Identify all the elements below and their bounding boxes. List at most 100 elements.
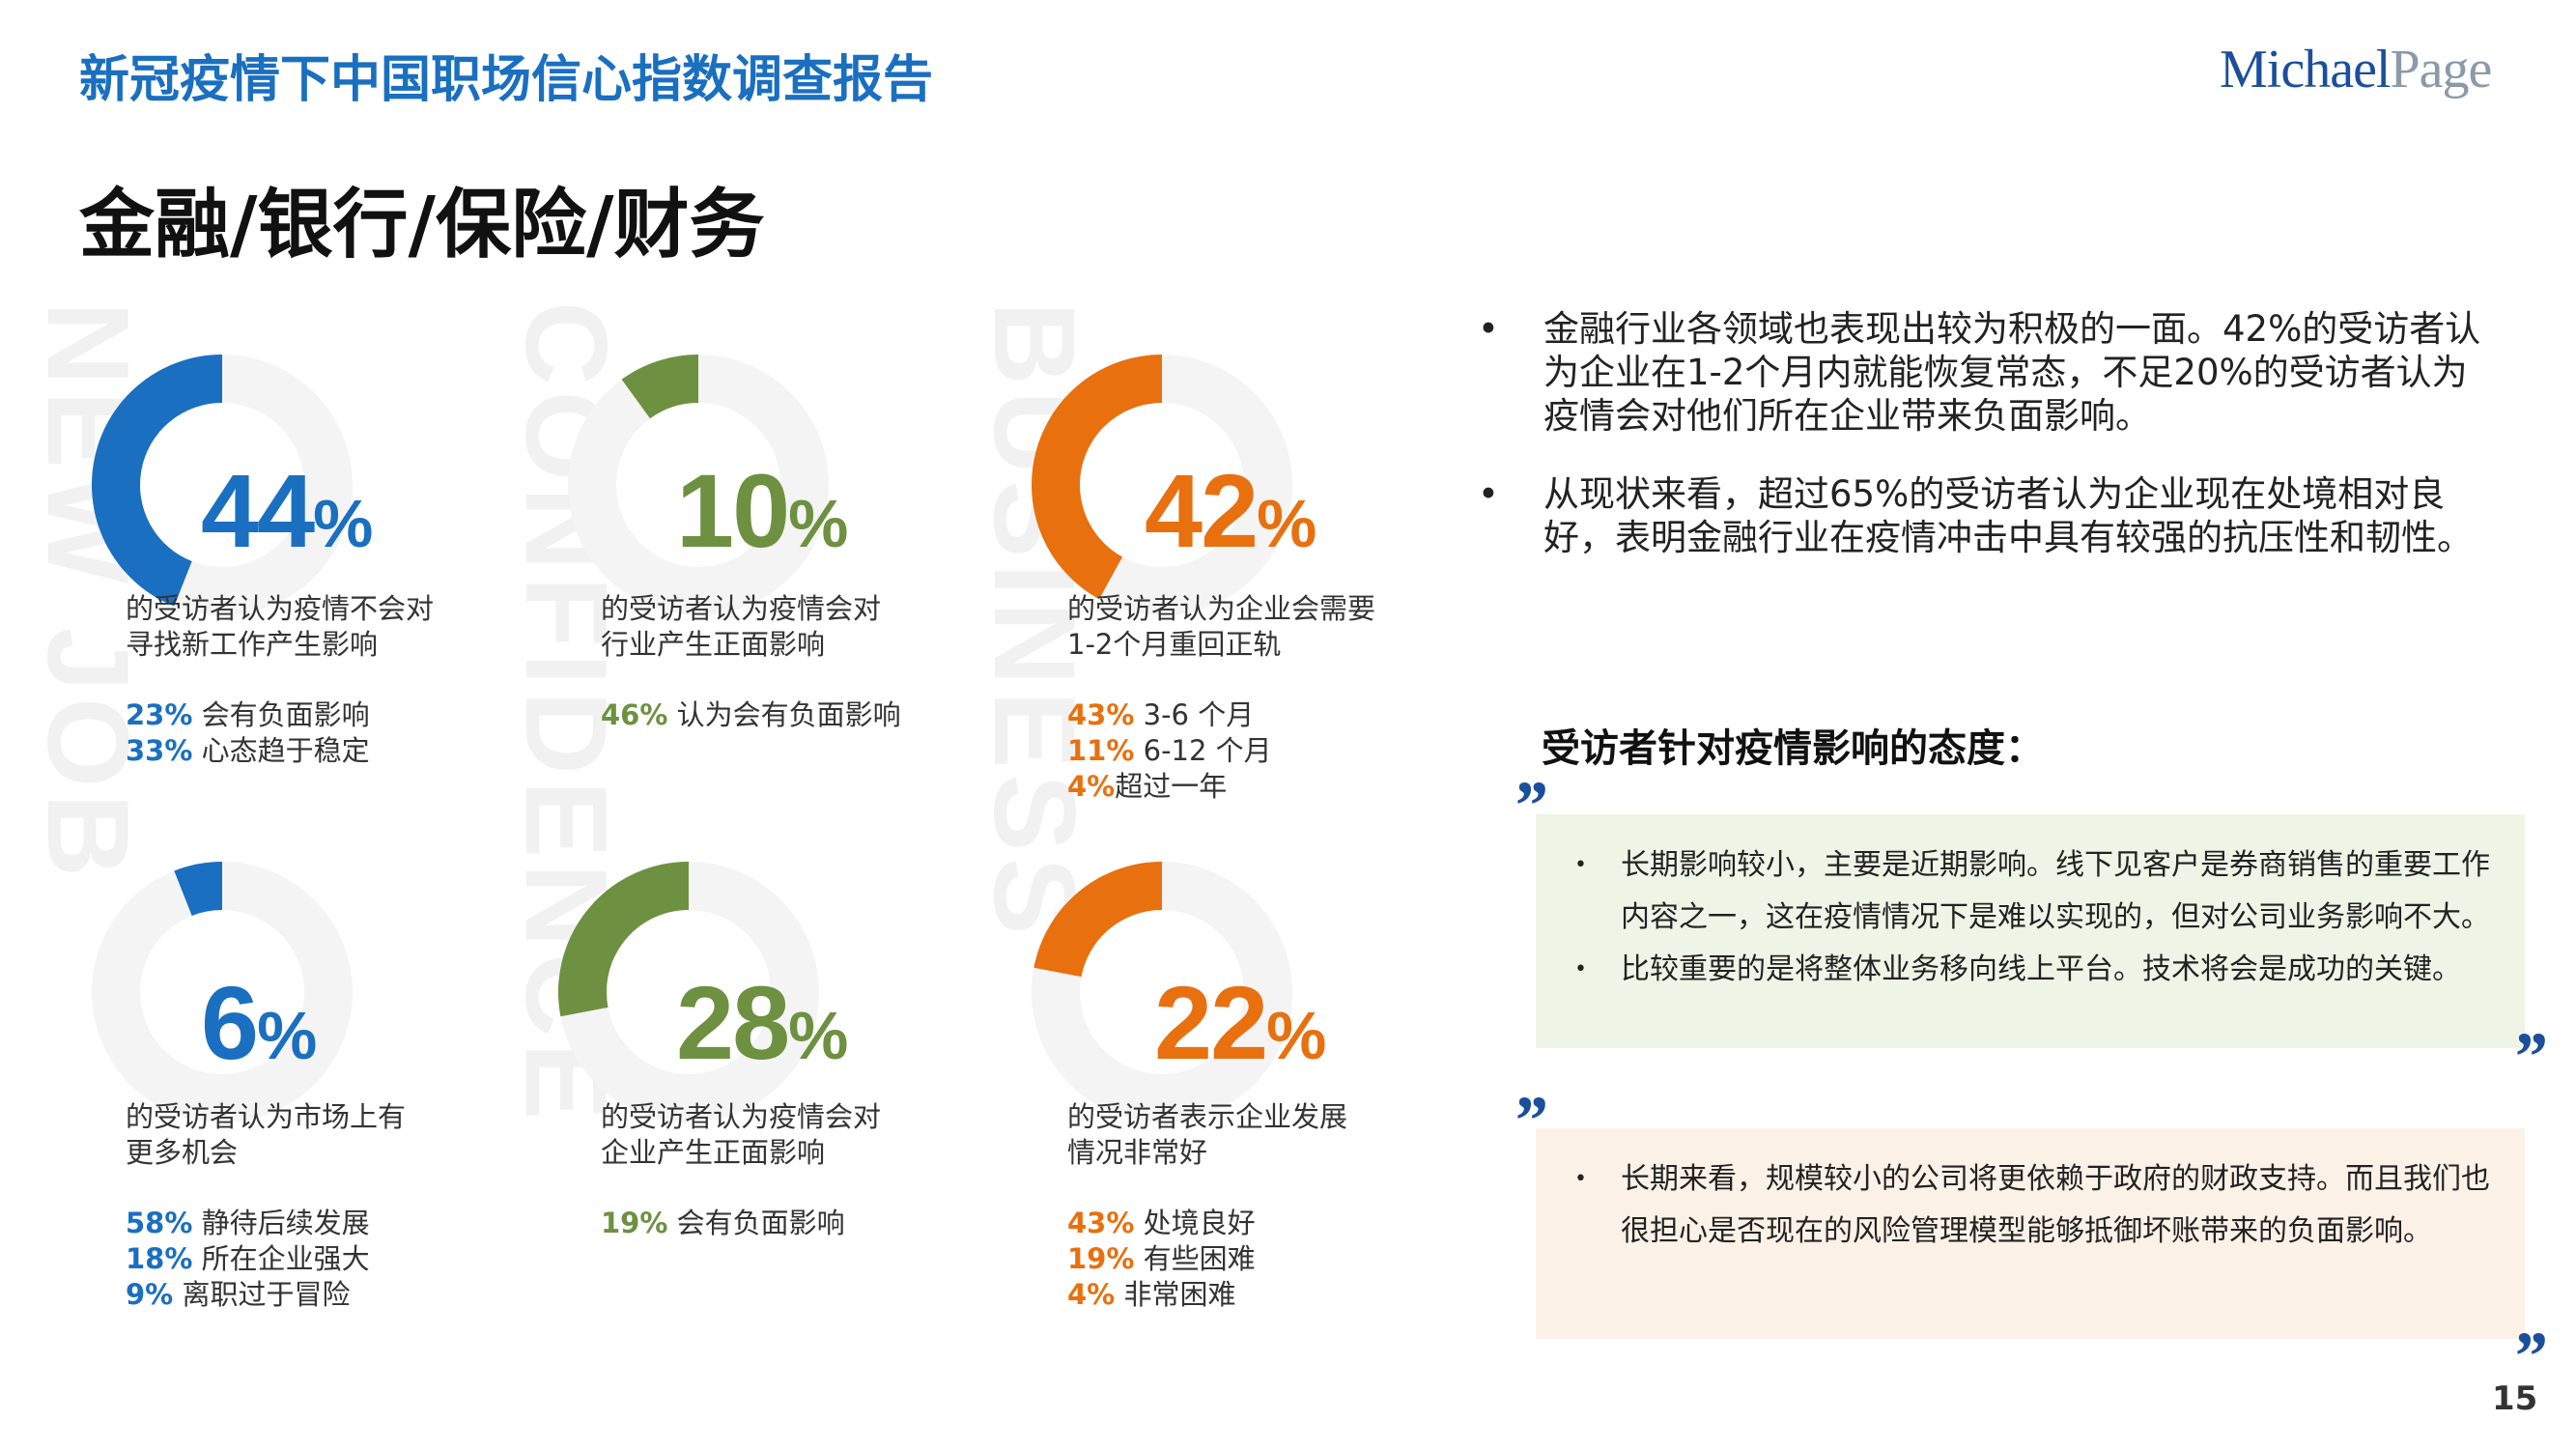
attitude-heading: 受访者针对疫情影响的态度： bbox=[1542, 726, 2044, 771]
page-number: 15 bbox=[2492, 1379, 2538, 1418]
stat-description: 的受访者认为市场上有 更多机会 bbox=[126, 1099, 493, 1171]
detail-percent: 18% bbox=[126, 1242, 193, 1275]
stat-percentage: 44% bbox=[201, 459, 373, 563]
stat-description-line: 1-2个月重回正轨 bbox=[1067, 628, 1282, 661]
detail-text: 3-6 个月 bbox=[1134, 698, 1255, 731]
stat-description-line: 情况非常好 bbox=[1067, 1136, 1208, 1169]
summary-bullet: • 金融行业各领域也表现出较为积极的一面。42%的受访者认为企业在1-2个月内就… bbox=[1478, 307, 2502, 438]
stat-details: 43% 3-6 个月 11% 6-12 个月 4%超过一年 bbox=[1067, 697, 1272, 805]
stat-description-line: 企业产生正面影响 bbox=[601, 1136, 826, 1169]
stat-description-line: 行业产生正面影响 bbox=[601, 628, 826, 661]
donut-arc bbox=[558, 862, 690, 1017]
donut-chart bbox=[568, 355, 829, 615]
donut-arc bbox=[621, 355, 699, 419]
quote-text: 比较重要的是将整体业务移向线上平台。技术将会是成功的关键。 bbox=[1621, 952, 2461, 986]
donut-arc bbox=[92, 355, 223, 607]
summary-bullet: • 从现状来看，超过65%的受访者认为企业现在处境相对良好，表明金融行业在疫情冲… bbox=[1478, 472, 2502, 559]
percent-sign: % bbox=[257, 998, 317, 1073]
detail-text: 离职过于冒险 bbox=[173, 1278, 351, 1311]
bullet-dot: • bbox=[1574, 1167, 1587, 1191]
percent-sign: % bbox=[1266, 998, 1326, 1073]
detail-text: 会有负面影响 bbox=[667, 1207, 845, 1239]
quote-bullet: • 长期影响较小，主要是近期影响。线下见客户是券商销售的重要工作内容之一，这在疫… bbox=[1574, 839, 2505, 944]
detail-percent: 9% bbox=[126, 1278, 174, 1311]
quote-bullet: • 比较重要的是将整体业务移向线上平台。技术将会是成功的关键。 bbox=[1574, 944, 2505, 996]
stat-detail-row: 19% 会有负面影响 bbox=[601, 1206, 845, 1241]
summary-bullet-text: 金融行业各领域也表现出较为积极的一面。42%的受访者认为企业在1-2个月内就能恢… bbox=[1543, 308, 2481, 437]
stat-detail-row: 4% 非常困难 bbox=[1067, 1277, 1256, 1313]
detail-text: 处境良好 bbox=[1134, 1207, 1256, 1239]
detail-percent: 43% bbox=[1067, 1207, 1135, 1239]
bullet-dot: • bbox=[1478, 308, 1499, 350]
stat-percentage: 6% bbox=[201, 971, 317, 1075]
detail-percent: 19% bbox=[1067, 1242, 1135, 1275]
stat-details: 19% 会有负面影响 bbox=[601, 1206, 845, 1241]
stat-description: 的受访者认为疫情会对 企业产生正面影响 bbox=[601, 1099, 968, 1171]
stat-number: 10 bbox=[676, 452, 790, 569]
quote-text: 长期来看，规模较小的公司将更依赖于政府的财政支持。而且我们也很担心是否现在的风险… bbox=[1621, 1162, 2490, 1248]
stat-details: 23% 会有负面影响 33% 心态趋于稳定 bbox=[126, 697, 370, 769]
stat-description-line: 更多机会 bbox=[126, 1136, 239, 1169]
detail-text: 会有负面影响 bbox=[192, 698, 370, 731]
donut-chart bbox=[92, 355, 353, 615]
stat-detail-row: 46% 认为会有负面影响 bbox=[601, 697, 901, 733]
donut-arc bbox=[1032, 355, 1163, 600]
detail-text: 有些困难 bbox=[1134, 1242, 1256, 1275]
section-title: 金融/银行/保险/财务 bbox=[79, 182, 765, 269]
logo-page: Page bbox=[2390, 40, 2492, 99]
close-quote-icon: ” bbox=[2511, 1018, 2546, 1095]
stat-number: 6 bbox=[201, 964, 259, 1081]
percent-sign: % bbox=[313, 486, 373, 561]
stat-number: 42 bbox=[1145, 452, 1259, 569]
stat-detail-row: 9% 离职过于冒险 bbox=[126, 1277, 370, 1313]
stat-detail-row: 4%超过一年 bbox=[1067, 769, 1272, 805]
bullet-dot: • bbox=[1478, 473, 1499, 515]
stat-description-line: 寻找新工作产生影响 bbox=[126, 628, 379, 661]
donut-chart bbox=[1032, 862, 1292, 1122]
summary-bullets: • 金融行业各领域也表现出较为积极的一面。42%的受访者认为企业在1-2个月内就… bbox=[1478, 307, 2502, 594]
stat-percentage: 42% bbox=[1145, 459, 1316, 563]
detail-percent: 23% bbox=[126, 698, 193, 731]
detail-percent: 11% bbox=[1067, 734, 1135, 767]
percent-sign: % bbox=[1257, 486, 1316, 561]
detail-text: 超过一年 bbox=[1115, 770, 1228, 803]
donut-chart bbox=[1032, 355, 1292, 615]
stat-detail-row: 33% 心态趋于稳定 bbox=[126, 733, 370, 769]
stat-number: 44 bbox=[201, 452, 315, 569]
stat-description-line: 的受访者认为市场上有 bbox=[126, 1100, 407, 1133]
stat-number: 28 bbox=[676, 964, 790, 1081]
stat-detail-row: 18% 所在企业强大 bbox=[126, 1241, 370, 1277]
stat-details: 46% 认为会有负面影响 bbox=[601, 697, 901, 733]
stat-detail-row: 11% 6-12 个月 bbox=[1067, 733, 1272, 769]
detail-text: 静待后续发展 bbox=[192, 1207, 370, 1239]
detail-percent: 4% bbox=[1067, 1278, 1116, 1311]
stat-number: 22 bbox=[1154, 964, 1268, 1081]
detail-percent: 4% bbox=[1067, 770, 1116, 803]
stat-detail-row: 43% 处境良好 bbox=[1067, 1206, 1256, 1241]
stat-percentage: 10% bbox=[676, 459, 848, 563]
donut-arc bbox=[174, 862, 223, 917]
stat-detail-row: 58% 静待后续发展 bbox=[126, 1206, 370, 1241]
stat-description-line: 的受访者表示企业发展 bbox=[1067, 1100, 1348, 1133]
close-quote-icon: ” bbox=[2511, 1318, 2546, 1395]
stat-description: 的受访者认为企业会需要 1-2个月重回正轨 bbox=[1067, 591, 1434, 663]
stat-details: 58% 静待后续发展 18% 所在企业强大 9% 离职过于冒险 bbox=[126, 1206, 370, 1313]
quote-bullet: • 长期来看，规模较小的公司将更依赖于政府的财政支持。而且我们也很担心是否现在的… bbox=[1574, 1153, 2505, 1258]
quote-box-1: • 长期影响较小，主要是近期影响。线下见客户是券商销售的重要工作内容之一，这在疫… bbox=[1536, 814, 2525, 1048]
donut-arc bbox=[1033, 862, 1163, 978]
detail-text: 认为会有负面影响 bbox=[667, 698, 901, 731]
michael-page-logo: MichaelPage bbox=[2220, 39, 2492, 100]
logo-michael: Michael bbox=[2220, 40, 2391, 99]
stat-description: 的受访者认为疫情会对 行业产生正面影响 bbox=[601, 591, 968, 663]
percent-sign: % bbox=[788, 998, 848, 1073]
stat-description-line: 的受访者认为疫情不会对 bbox=[126, 592, 435, 625]
bullet-dot: • bbox=[1574, 957, 1587, 981]
stat-description-line: 的受访者认为企业会需要 bbox=[1067, 592, 1376, 625]
detail-text: 所在企业强大 bbox=[192, 1242, 370, 1275]
bullet-dot: • bbox=[1574, 853, 1587, 877]
report-title: 新冠疫情下中国职场信心指数调查报告 bbox=[79, 51, 934, 109]
stat-detail-row: 43% 3-6 个月 bbox=[1067, 697, 1272, 733]
stat-description-line: 的受访者认为疫情会对 bbox=[601, 592, 882, 625]
detail-text: 6-12 个月 bbox=[1134, 734, 1272, 767]
stat-description: 的受访者认为疫情不会对 寻找新工作产生影响 bbox=[126, 591, 493, 663]
